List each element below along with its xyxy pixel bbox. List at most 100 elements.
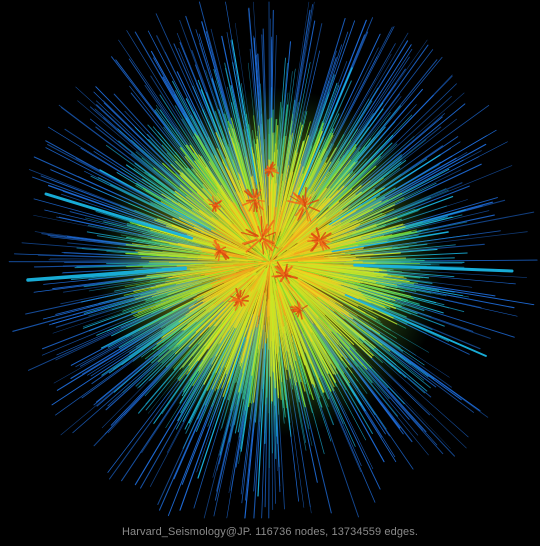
hotspot-strand: [257, 238, 262, 243]
hotspot-strand: [320, 231, 327, 239]
long-spike: [99, 169, 212, 231]
edge-strand: [272, 294, 283, 383]
hotspot-strand: [228, 299, 238, 302]
hotspot-strand: [263, 227, 272, 236]
hotspot-strand: [296, 306, 300, 310]
edge-strand: [299, 241, 356, 256]
hotspot-strand: [253, 198, 256, 201]
hotspot-strand: [211, 195, 215, 204]
hotspot-strand: [212, 243, 219, 249]
edge-strand: [298, 282, 318, 298]
hotspot-strand: [254, 189, 258, 198]
hotspot-strand: [306, 196, 312, 204]
edge-strand: [278, 185, 362, 256]
hotspot-strand: [270, 163, 276, 169]
hotspot-strand: [214, 205, 217, 212]
edge-strand: [228, 131, 262, 233]
hotspot-strand: [297, 311, 301, 318]
edge-strand: [123, 269, 235, 296]
edge-strand: [211, 261, 270, 288]
edge-strand: [165, 262, 265, 283]
edge-strand: [277, 272, 353, 374]
hotspot-strand: [255, 202, 258, 212]
edge-strand: [271, 262, 377, 320]
edge-strand: [275, 132, 294, 230]
edge-strand: [268, 280, 271, 350]
edge-strand: [276, 270, 308, 309]
edge-strand: [264, 168, 270, 251]
hotspot-strand: [240, 300, 246, 307]
hotspot-strand: [274, 274, 284, 278]
edge-strand: [241, 202, 257, 233]
hotspot-strand: [259, 238, 262, 243]
edge-strand: [228, 170, 260, 237]
edge-strand: [252, 296, 267, 403]
edge-strand: [278, 262, 365, 268]
hotspot-strand: [322, 232, 332, 240]
hotspot-strand: [284, 266, 288, 274]
edge-strand: [294, 173, 356, 238]
long-spike: [297, 67, 353, 195]
hotspot-strand: [242, 200, 253, 206]
hotspot-strand: [241, 295, 250, 300]
edge-strand: [294, 206, 318, 233]
hotspot-strand: [241, 238, 258, 245]
long-spike: [328, 154, 441, 226]
edge-strand: [279, 165, 310, 237]
edge-strand: [271, 275, 288, 409]
edge-strand: [274, 206, 282, 240]
edge-layer-inner: [123, 114, 421, 409]
edge-strand: [217, 188, 249, 233]
edge-strand: [223, 275, 255, 302]
edge-strand: [280, 217, 317, 253]
hotspot-strand: [255, 193, 261, 200]
hotspot-strand: [216, 250, 220, 254]
hotspot-strand: [215, 247, 220, 250]
hotspot-strand: [301, 304, 308, 310]
hotspot-strand: [304, 186, 307, 201]
hotspot-strand: [302, 199, 306, 205]
hotspot-strand: [308, 236, 318, 240]
hotspot-strand: [285, 268, 290, 274]
edge-strand: [279, 268, 357, 325]
hotspot-strand: [267, 170, 271, 177]
hotspot-strand: [308, 199, 320, 205]
edge-strand: [162, 264, 267, 338]
hotspot-strand: [289, 195, 302, 203]
hotspot-strand: [234, 302, 240, 312]
hotspot-strand: [292, 191, 303, 203]
edge-strand: [272, 200, 287, 252]
hotspot-strand: [239, 300, 243, 307]
edge-strand: [251, 292, 266, 376]
edge-strand: [208, 240, 234, 250]
edge-strand: [197, 259, 232, 262]
edge-strand: [273, 120, 293, 239]
edge-strand: [213, 276, 258, 327]
long-spike: [344, 293, 487, 357]
hotspot-strand: [266, 240, 279, 249]
hotspot-strand: [287, 200, 301, 205]
edge-strand: [278, 293, 286, 316]
edge-strand: [274, 231, 417, 262]
hotspot-strand: [248, 202, 255, 212]
hotspot-strand: [287, 274, 298, 280]
hotspot-layer: [207, 161, 332, 320]
hotspot-strand: [252, 188, 256, 198]
edge-strand: [281, 159, 352, 248]
hotspot-strand: [321, 241, 328, 250]
edge-strand: [183, 272, 257, 331]
hotspot-strand: [257, 225, 262, 236]
hotspot-strand: [299, 311, 303, 320]
edge-strand: [281, 226, 406, 260]
edge-strand: [180, 185, 269, 261]
hotspot-strand: [304, 200, 308, 205]
long-spike: [257, 343, 267, 497]
edge-strand: [240, 273, 268, 369]
edge-strand: [282, 298, 313, 385]
edge-strand: [291, 208, 358, 250]
hotspot-strand: [262, 223, 269, 235]
edge-strand: [275, 274, 332, 392]
edge-strand: [286, 209, 343, 251]
edge-strand: [178, 217, 248, 252]
edge-strand: [167, 224, 245, 254]
